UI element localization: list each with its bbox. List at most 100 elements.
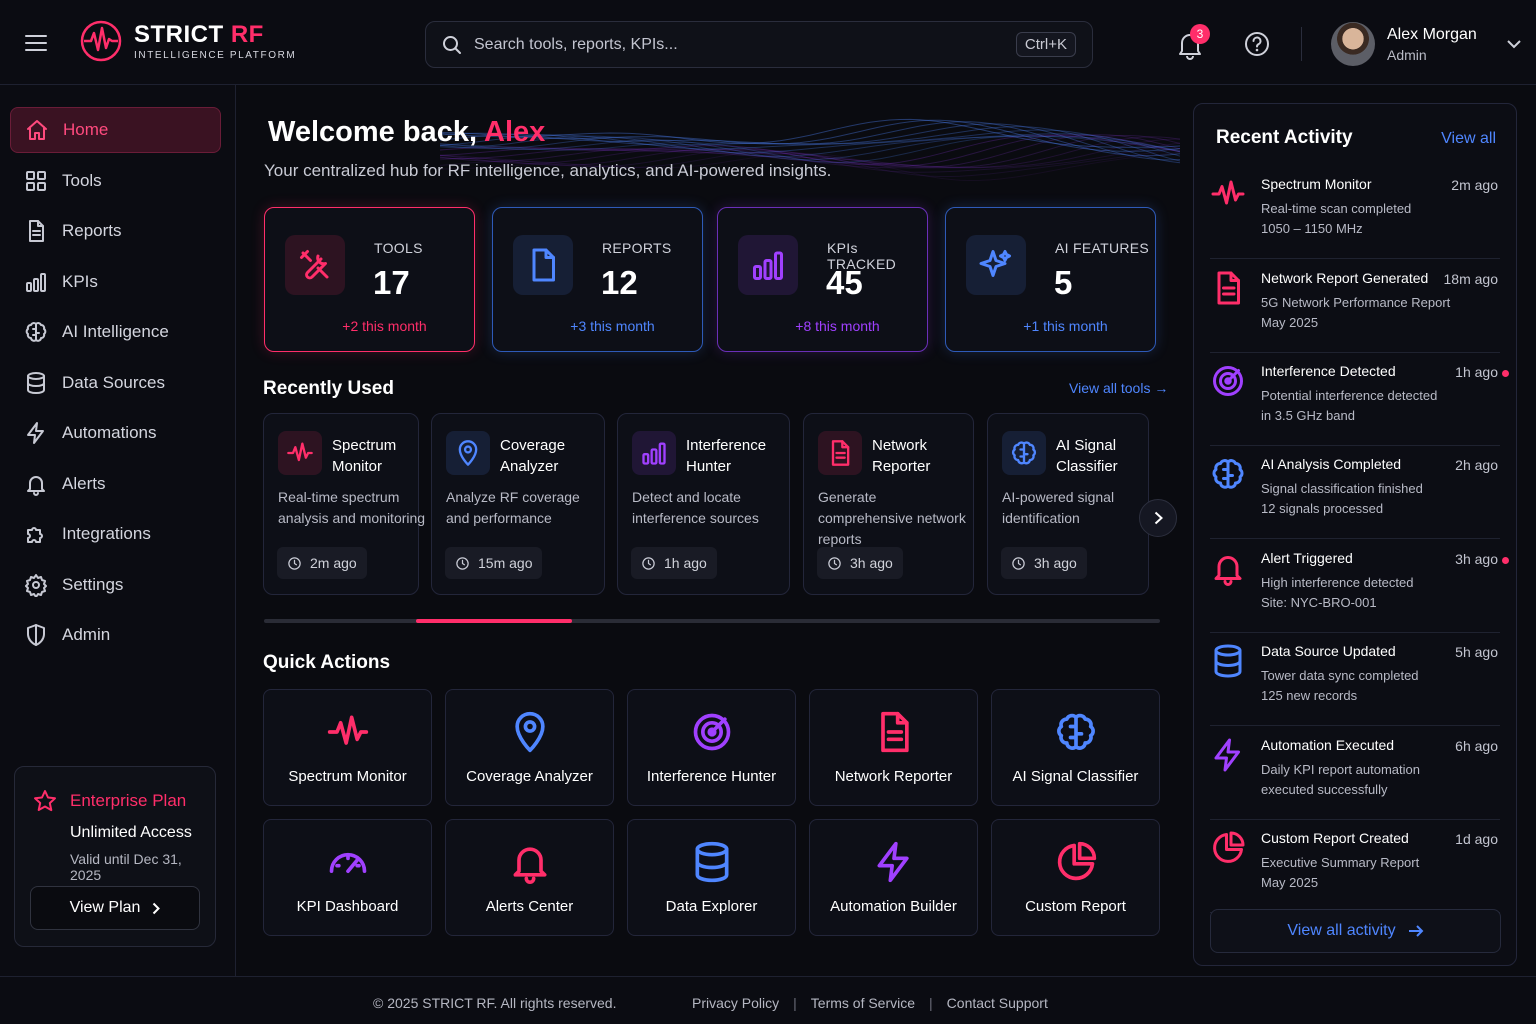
sidebar-item-integrations[interactable]: Integrations — [10, 511, 221, 557]
clock-icon — [287, 556, 302, 571]
sidebar-item-ai-intelligence[interactable]: AI Intelligence — [10, 309, 221, 355]
tool-description: AI-powered signal identification — [1002, 489, 1115, 526]
quick-action-label: AI Signal Classifier — [1012, 768, 1139, 785]
sidebar-item-label: Tools — [62, 170, 102, 190]
activity-detail: Tower data sync completed 125 new records — [1261, 668, 1419, 703]
sidebar-item-alerts[interactable]: Alerts — [10, 461, 221, 507]
activity-detail: Signal classification finished 12 signals… — [1261, 481, 1423, 516]
tool-last-used: 15m ago — [445, 547, 543, 579]
sidebar-item-tools[interactable]: Tools — [10, 158, 221, 204]
sidebar-item-kpis[interactable]: KPIs — [10, 259, 221, 305]
activity-item[interactable]: AI Analysis Completed Signal classificat… — [1210, 446, 1500, 539]
view-all-tools-link[interactable]: View all tools → — [1069, 380, 1169, 396]
sidebar-item-home[interactable]: Home — [10, 107, 221, 153]
stat-card-reports[interactable]: REPORTS 12 +3 this month — [492, 207, 703, 352]
activity-view-all-link[interactable]: View all — [1441, 130, 1496, 147]
view-all-activity-button[interactable]: View all activity — [1210, 909, 1501, 953]
stat-label: TOOLS — [374, 240, 423, 256]
recent-tool-card[interactable]: Interference Hunter Detect and locate in… — [617, 413, 790, 595]
chevron-down-icon[interactable] — [1507, 39, 1521, 49]
search-input[interactable] — [474, 35, 1016, 54]
tool-name: Coverage Analyzer — [500, 437, 566, 475]
recent-tool-card[interactable]: AI Signal Classifier AI-powered signal i… — [987, 413, 1149, 595]
notification-count-badge: 3 — [1190, 24, 1210, 44]
chevron-right-icon — [153, 902, 161, 914]
bar-chart-icon — [738, 235, 798, 295]
contact-support-link[interactable]: Contact Support — [946, 995, 1048, 1011]
view-plan-label: View Plan — [69, 899, 141, 916]
recent-tool-card[interactable]: Network Reporter Generate comprehensive … — [803, 413, 974, 595]
top-bar: STRICT RF INTELLIGENCE PLATFORM Ctrl+K 3… — [0, 0, 1536, 85]
carousel-scrollbar[interactable] — [264, 619, 1160, 623]
activity-item[interactable]: Network Report Generated 5G Network Perf… — [1210, 260, 1500, 353]
gear-icon — [24, 573, 48, 597]
quick-action-coverage-analyzer[interactable]: Coverage Analyzer — [445, 689, 614, 806]
user-role: Admin — [1387, 46, 1427, 63]
tool-last-used: 2m ago — [277, 547, 367, 579]
quick-action-spectrum-monitor[interactable]: Spectrum Monitor — [263, 689, 432, 806]
stat-card-kpis-tracked[interactable]: KPIs TRACKED 45 +8 this month — [717, 207, 928, 352]
activity-item[interactable]: Spectrum Monitor Real-time scan complete… — [1210, 166, 1500, 259]
sidebar-item-settings[interactable]: Settings — [10, 562, 221, 608]
quick-action-automation-builder[interactable]: Automation Builder — [809, 819, 978, 936]
sidebar-item-data-sources[interactable]: Data Sources — [10, 360, 221, 406]
quick-action-label: Automation Builder — [830, 898, 957, 915]
brain-icon — [1002, 431, 1046, 475]
privacy-policy-link[interactable]: Privacy Policy — [692, 995, 780, 1011]
decorative-wave-graphic — [440, 118, 1180, 182]
shield-icon — [24, 623, 48, 647]
quick-action-alerts-center[interactable]: Alerts Center — [445, 819, 614, 936]
view-plan-button[interactable]: View Plan — [30, 886, 200, 930]
tool-name: AI Signal Classifier — [1056, 437, 1118, 475]
brand-logo[interactable]: STRICT RF INTELLIGENCE PLATFORM — [78, 18, 296, 64]
user-menu[interactable]: Alex Morgan Admin — [1331, 22, 1521, 66]
quick-action-ai-signal-classifier[interactable]: AI Signal Classifier — [991, 689, 1160, 806]
unread-indicator — [1502, 557, 1509, 564]
activity-item[interactable]: Interference Detected Potential interfer… — [1210, 353, 1509, 446]
activity-item[interactable]: Custom Report Created Executive Summary … — [1210, 820, 1500, 913]
stat-card-ai-features[interactable]: AI FEATURES 5 +1 this month — [945, 207, 1156, 352]
search-bar[interactable]: Ctrl+K — [425, 21, 1093, 68]
quick-action-label: Coverage Analyzer — [466, 768, 593, 785]
clock-icon — [1011, 556, 1026, 571]
activity-detail: Daily KPI report automation executed succ… — [1261, 762, 1420, 797]
footer-separator: | — [929, 995, 933, 1011]
clock-icon — [455, 556, 470, 571]
carousel-next-button[interactable] — [1139, 499, 1177, 537]
quick-action-kpi-dashboard[interactable]: KPI Dashboard — [263, 819, 432, 936]
quick-action-network-reporter[interactable]: Network Reporter — [809, 689, 978, 806]
activity-item[interactable]: Alert Triggered High interference detect… — [1210, 540, 1509, 633]
activity-item[interactable]: Data Source Updated Tower data sync comp… — [1210, 633, 1500, 726]
help-icon[interactable] — [1244, 31, 1270, 57]
sidebar-item-reports[interactable]: Reports — [10, 208, 221, 254]
recent-tool-card[interactable]: Spectrum Monitor Real-time spectrum anal… — [263, 413, 425, 595]
terms-of-service-link[interactable]: Terms of Service — [810, 995, 916, 1011]
bar-chart-icon — [24, 270, 48, 294]
activity-detail: Potential interference detected in 3.5 GH… — [1261, 388, 1438, 423]
stat-label: REPORTS — [602, 240, 672, 256]
sidebar-item-label: Admin — [62, 625, 111, 644]
quick-action-data-explorer[interactable]: Data Explorer — [627, 819, 796, 936]
document-icon — [24, 219, 48, 243]
recent-tool-card[interactable]: Coverage Analyzer Analyze RF coverage an… — [431, 413, 605, 595]
plan-access: Unlimited Access — [70, 824, 192, 841]
arrow-right-icon — [1408, 925, 1424, 937]
carousel-scroll-thumb[interactable] — [416, 619, 573, 623]
sidebar-item-automations[interactable]: Automations — [10, 410, 221, 456]
tool-description: Real-time spectrum analysis and monitori… — [278, 489, 426, 526]
pie-chart-icon — [1210, 830, 1246, 866]
quick-action-label: Network Reporter — [834, 768, 953, 785]
activity-item[interactable]: Automation Executed Daily KPI report aut… — [1210, 727, 1500, 820]
quick-action-interference-hunter[interactable]: Interference Hunter — [627, 689, 796, 806]
sidebar-item-label: Automations — [62, 423, 157, 442]
activity-time: 2h ago — [1455, 457, 1498, 473]
sidebar-item-admin[interactable]: Admin — [10, 612, 221, 658]
quick-action-custom-report[interactable]: Custom Report — [991, 819, 1160, 936]
activity-title: Automation Executed — [1261, 737, 1395, 753]
target-icon — [1210, 363, 1246, 399]
bell-icon — [1210, 550, 1246, 586]
stat-card-tools[interactable]: TOOLS 17 +2 this month — [264, 207, 475, 352]
quick-actions-title: Quick Actions — [263, 652, 391, 673]
hamburger-menu-icon[interactable] — [24, 32, 48, 54]
home-icon — [25, 118, 49, 142]
